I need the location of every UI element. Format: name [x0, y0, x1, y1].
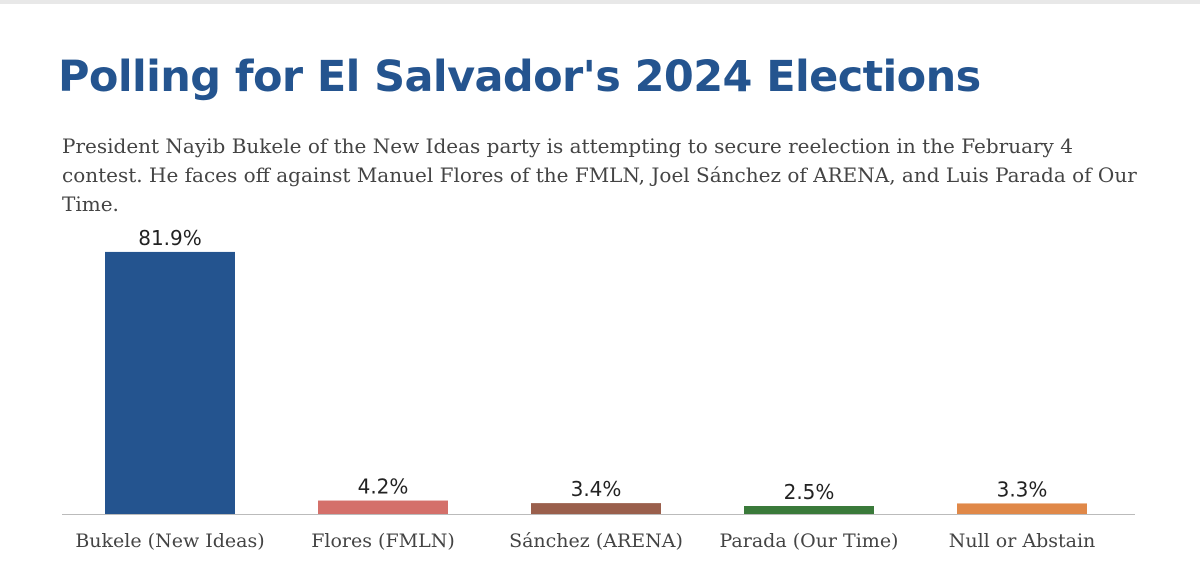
category-label-2: Sánchez (ARENA) — [509, 530, 683, 552]
value-label-4: 3.3% — [997, 477, 1048, 501]
bar-3 — [744, 506, 874, 514]
value-label-1: 4.2% — [358, 475, 409, 499]
bar-2 — [531, 503, 661, 514]
category-label-0: Bukele (New Ideas) — [75, 530, 264, 552]
bar-0 — [105, 251, 235, 515]
category-label-4: Null or Abstain — [949, 530, 1096, 552]
chart-title: Polling for El Salvador's 2024 Elections — [58, 52, 981, 102]
chart-subtitle: President Nayib Bukele of the New Ideas … — [62, 134, 1137, 216]
top-rule — [0, 0, 1200, 4]
value-label-3: 2.5% — [784, 480, 835, 504]
value-label-0: 81.9% — [138, 226, 202, 250]
category-label-3: Parada (Our Time) — [720, 530, 899, 552]
bar-4 — [957, 503, 1087, 514]
value-label-2: 3.4% — [571, 477, 622, 501]
bar-1 — [318, 500, 448, 514]
category-label-1: Flores (FMLN) — [311, 530, 455, 552]
bars-group: 81.9% Bukele (New Ideas) 4.2% Flores (FMLN)… — [75, 226, 1095, 552]
